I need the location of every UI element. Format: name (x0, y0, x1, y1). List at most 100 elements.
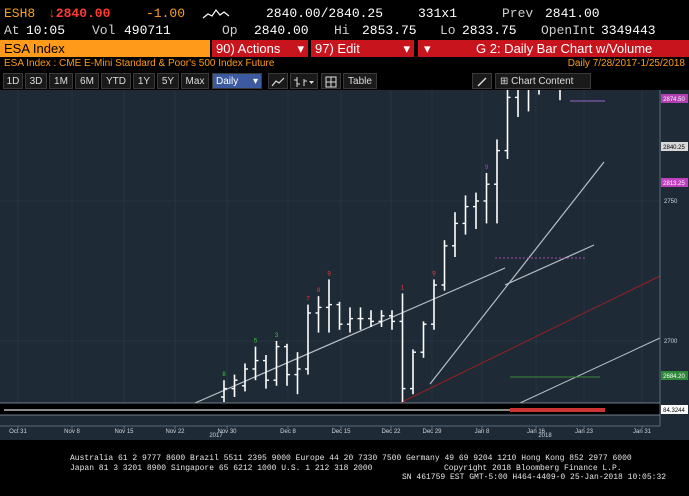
instrument-description: ESA Index : CME E-Mini Standard & Poor's… (4, 58, 275, 69)
period-6m[interactable]: 6M (75, 73, 99, 89)
ohlc-bar (515, 90, 519, 117)
ohlc-bar (452, 212, 458, 257)
ohlc-bar (273, 341, 280, 386)
period-ytd[interactable]: YTD (101, 73, 131, 89)
open-interest-label: OpenInt (541, 23, 596, 38)
ohlc-bar (221, 380, 227, 402)
quote-line-2: At 10:05 Vol 490711 Op 2840.00 Hi 2853.7… (0, 23, 689, 39)
period-1d[interactable]: 1D (3, 73, 23, 89)
ohlc-bar (483, 173, 490, 224)
chevron-down-icon: ▾ (424, 41, 431, 56)
price-tag-mid-label: 2813.25 (663, 181, 685, 187)
chart-title: G 2: Daily Bar Chart w/Volume (476, 41, 653, 56)
footer-contacts-1: Australia 61 2 9777 8600 Brazil 5511 239… (70, 454, 632, 463)
count-label: 1 (401, 285, 405, 291)
bar-style-icon[interactable] (290, 73, 318, 89)
frequency-label: Daily (216, 76, 239, 87)
low-label: Lo (440, 23, 456, 38)
ohlc-bar (420, 321, 427, 358)
x-tick-label: Oct 31 (9, 429, 27, 435)
lower-support-line (519, 337, 661, 404)
ohlc-bar (347, 307, 353, 333)
last-price: ↓2840.00 (48, 6, 111, 21)
x-tick-label: Nov 8 (64, 429, 80, 435)
period-3d[interactable]: 3D (25, 73, 47, 89)
frequency-select[interactable]: Daily ▾ (212, 73, 262, 89)
trade-size: 331x1 (418, 6, 458, 21)
x-tick-label: Nov 15 (114, 429, 134, 435)
x-tick-label: Dec 29 (422, 429, 442, 435)
actions-label: 90) Actions (216, 41, 281, 56)
chart-content-button[interactable]: ⊞ Chart Content (495, 73, 591, 89)
period-5y[interactable]: 5Y (157, 73, 179, 89)
chart-content-label: Chart Content (511, 76, 574, 87)
period-1m[interactable]: 1M (49, 73, 73, 89)
security-field[interactable]: ESA Index (0, 40, 210, 57)
at-label: At (4, 23, 20, 38)
sequential-counts: 8537891996811127 (222, 165, 489, 378)
ohlc-bar (378, 310, 385, 327)
indicator-highlight (510, 408, 605, 412)
grid-icon[interactable] (321, 73, 341, 89)
count-label: 7 (306, 297, 310, 303)
indicator-panel (0, 403, 660, 415)
chevron-down-icon: ▾ (297, 41, 304, 56)
x-tick-label: Nov 30 (217, 429, 237, 435)
price-tag-low-label: 2684.20 (663, 374, 685, 380)
low-price: 2833.75 (462, 23, 517, 38)
price-chart[interactable]: 8537891996811127 2700275028002850 2874.5… (0, 90, 689, 440)
table-button[interactable]: Table (343, 73, 377, 89)
ohlc-bar (462, 195, 469, 235)
period-max[interactable]: Max (181, 73, 209, 89)
upper-trendline (194, 267, 506, 404)
prev-label: Prev (502, 6, 534, 21)
chart-title-menu[interactable]: ▾ G 2: Daily Bar Chart w/Volume (418, 40, 689, 57)
footer-contacts-2: Japan 81 3 3201 8900 Singapore 65 6212 1… (70, 464, 373, 473)
x-tick-label: Jan 23 (575, 429, 594, 435)
y-tick-label: 2700 (664, 339, 678, 345)
description-bar: ESA Index : CME E-Mini Standard & Poor's… (0, 58, 689, 72)
count-label: 8 (222, 372, 226, 378)
quote-line-1: ESH8 ↓2840.00 -1.00 2840.00/2840.25 331x… (0, 6, 689, 22)
open-price: 2840.00 (254, 23, 309, 38)
open-label: Op (222, 23, 238, 38)
command-bar: ESA Index 90) Actions ▾ 97) Edit ▾ ▾ G 2… (0, 40, 689, 57)
ohlc-bars (221, 90, 561, 402)
period-1y[interactable]: 1Y (133, 73, 155, 89)
date-range: Daily 7/28/2017-1/25/2018 (567, 58, 685, 69)
price-tag-last: 2840.25 (661, 142, 688, 151)
ohlc-bar (504, 90, 511, 159)
bid-ask: 2840.00/2840.25 (266, 6, 384, 21)
ohlc-bar (284, 343, 290, 386)
y-axis-ticks: 2700275028002850 (664, 199, 678, 345)
net-change: -1.00 (146, 6, 186, 21)
ohlc-bar (368, 310, 374, 327)
chevron-down-icon: ▾ (252, 76, 258, 87)
high-label: Hi (334, 23, 350, 38)
ohlc-bar (473, 192, 479, 229)
edit-menu[interactable]: 97) Edit ▾ (311, 40, 414, 57)
prev-close: 2841.00 (545, 6, 600, 21)
ohlc-bar (357, 307, 364, 330)
ohlc-bar (336, 301, 343, 330)
chart-content-icon: ⊞ (500, 76, 512, 87)
annotate-icon[interactable] (472, 73, 492, 89)
ohlc-bar (441, 240, 448, 291)
price-tag-low: 2684.20 (661, 371, 688, 380)
ohlc-bar (389, 310, 395, 330)
x-tick-label: Nov 22 (165, 429, 185, 435)
ohlc-bar (231, 374, 238, 397)
trendlines (194, 100, 661, 404)
ticker[interactable]: ESH8 (4, 6, 36, 21)
count-label: 9 (432, 271, 436, 277)
ohlc-bar (326, 279, 332, 333)
quote-time: 10:05 (26, 23, 66, 38)
chart-toolbar: 1D 3D 1M 6M YTD 1Y 5Y Max Daily ▾ Table … (0, 73, 689, 89)
volume: 490711 (124, 23, 171, 38)
ohlc-bar (315, 296, 322, 333)
ohlc-bar (494, 139, 500, 224)
x-tick-label: Dec 22 (381, 429, 401, 435)
channel-trendline (504, 244, 595, 286)
actions-menu[interactable]: 90) Actions ▾ (212, 40, 308, 57)
line-chart-icon[interactable] (268, 73, 288, 89)
